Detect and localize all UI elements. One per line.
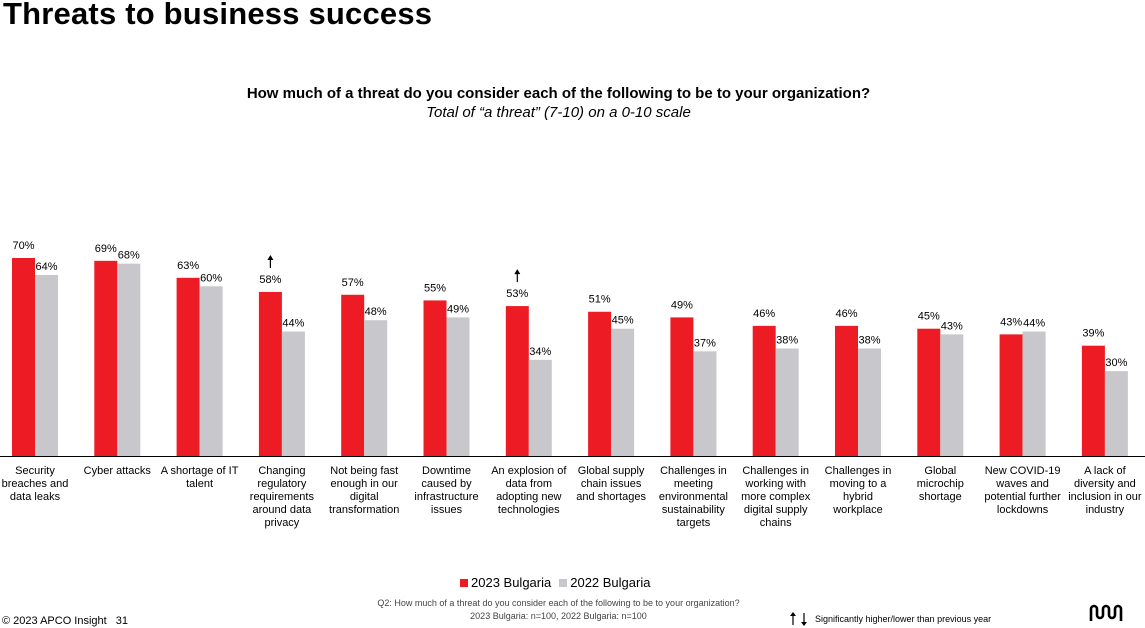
data-label-2023-2: 63% <box>177 260 199 272</box>
bar-2023-11 <box>917 328 941 456</box>
bar-2022-0 <box>35 274 58 456</box>
chart-title: How much of a threat do you consider eac… <box>246 85 871 102</box>
data-label-2023-7: 51% <box>589 294 611 306</box>
footnote-base: 2023 Bulgaria: n=100, 2022 Bulgaria: n=1… <box>470 611 647 621</box>
data-label-2022-7: 45% <box>612 315 634 327</box>
bar-2023-5 <box>423 300 447 456</box>
data-label-2022-9: 38% <box>776 335 798 347</box>
category-label-6: An explosion of data from adopting new t… <box>491 465 567 516</box>
category-label-3: Changing regulatory requirements around … <box>249 465 314 529</box>
data-label-2022-8: 37% <box>694 337 716 349</box>
bar-2022-12 <box>1022 331 1046 456</box>
data-label-2023-3: 58% <box>259 274 281 286</box>
bar-2022-2 <box>199 286 223 456</box>
category-label-8: Challenges in meeting environmental sust… <box>658 465 728 529</box>
category-label-7: Global supply chain issues and shortages <box>576 465 646 503</box>
category-label-0: Security breaches and data leaks <box>1 465 69 503</box>
category-label-12: New COVID-19 waves and potential further… <box>984 465 1061 516</box>
bar-2023-9 <box>752 325 776 456</box>
data-label-2022-11: 43% <box>941 320 963 332</box>
page-number: 31 <box>115 615 129 627</box>
data-label-2022-6: 34% <box>529 346 551 358</box>
data-label-2023-0: 70% <box>12 240 34 252</box>
bar-2022-6 <box>528 359 552 456</box>
bar-2023-2 <box>176 277 200 456</box>
page-title: Threats to business success <box>3 0 433 31</box>
category-label-5: Downtime caused by infrastructure issues <box>414 465 479 516</box>
apco-logo-icon <box>1089 604 1123 621</box>
data-label-2023-11: 45% <box>918 311 940 323</box>
bar-2023-0 <box>12 258 35 456</box>
up-down-arrows-icon <box>790 612 807 626</box>
legend-swatch-2022 <box>559 578 568 587</box>
data-label-2022-2: 60% <box>200 272 222 284</box>
data-label-2023-1: 69% <box>95 243 117 255</box>
data-label-2023-5: 55% <box>424 282 446 294</box>
bar-2023-7 <box>588 311 612 456</box>
legend: 2023 Bulgaria 2022 Bulgaria <box>460 575 650 590</box>
bar-2022-11 <box>940 334 964 456</box>
bar-2022-9 <box>775 348 799 456</box>
data-label-2022-4: 48% <box>365 306 387 318</box>
category-label-4: Not being fast enough in our digital tra… <box>329 465 400 516</box>
footnote-question: Q2: How much of a threat do you consider… <box>377 598 740 608</box>
bar-2023-4 <box>341 294 365 456</box>
legend-item-2023: 2023 Bulgaria <box>460 575 551 590</box>
legend-label-2022: 2022 Bulgaria <box>570 575 651 590</box>
legend-item-2022: 2022 Bulgaria <box>559 575 650 590</box>
legend-swatch-2023 <box>460 578 468 587</box>
category-label-10: Challenges in moving to a hybrid workpla… <box>824 465 892 516</box>
data-label-2022-12: 44% <box>1023 318 1045 330</box>
bar-2023-3 <box>258 291 282 456</box>
bar-chart: 70%64%69%68%63%60% 58%44%57%48%55%49%53%3… <box>0 240 1145 457</box>
data-label-2023-10: 46% <box>835 308 857 320</box>
data-label-2022-13: 30% <box>1105 357 1127 369</box>
data-label-2022-10: 38% <box>858 335 880 347</box>
up-arrow-icon <box>514 269 521 283</box>
significance-label: Significantly higher/lower than previous… <box>815 614 992 624</box>
data-label-2023-9: 46% <box>753 308 775 320</box>
data-label-2022-1: 68% <box>118 250 140 262</box>
category-label-13: A lack of diversity and inclusion in our… <box>1068 465 1142 516</box>
bar-2022-8 <box>693 351 717 456</box>
data-label-2022-5: 49% <box>447 303 469 315</box>
bar-2022-13 <box>1104 371 1128 456</box>
copyright: © 2023 APCO Insight 31 <box>2 615 128 627</box>
bar-2022-5 <box>446 317 470 456</box>
bar-2022-10 <box>858 348 881 456</box>
up-arrow-icon <box>267 254 274 268</box>
data-label-2023-6: 53% <box>506 288 528 300</box>
copyright-text: © 2023 APCO Insight <box>2 615 107 627</box>
significance-legend: Significantly higher/lower than previous… <box>789 612 991 626</box>
category-label-1: Cyber attacks <box>83 465 151 477</box>
bar-2023-8 <box>670 317 694 456</box>
legend-label-2023: 2023 Bulgaria <box>471 575 552 590</box>
data-label-2023-13: 39% <box>1082 328 1104 340</box>
bar-2022-7 <box>611 328 635 456</box>
bar-2022-4 <box>364 320 388 456</box>
bar-2023-10 <box>835 325 858 456</box>
data-label-2023-12: 43% <box>1000 316 1022 328</box>
chart-subtitle: Total of “a threat” (7-10) on a 0-10 sca… <box>426 104 691 121</box>
data-label-2022-0: 64% <box>35 261 57 273</box>
category-label-2: A shortage of IT talent <box>160 465 239 490</box>
bar-2022-1 <box>117 263 141 456</box>
category-label-9: Challenges in working with more complex … <box>741 465 811 529</box>
data-label-2022-3: 44% <box>282 318 304 330</box>
footnote: Q2: How much of a threat do you consider… <box>0 597 1117 623</box>
bar-2023-13 <box>1081 345 1105 456</box>
bar-2022-3 <box>281 331 305 456</box>
bar-2023-6 <box>505 306 529 456</box>
bar-2023-1 <box>94 260 118 456</box>
category-label-11: Global microchip shortage <box>916 465 964 503</box>
bar-2023-12 <box>999 334 1023 456</box>
data-label-2023-8: 49% <box>671 299 693 311</box>
data-label-2023-4: 57% <box>342 277 364 289</box>
